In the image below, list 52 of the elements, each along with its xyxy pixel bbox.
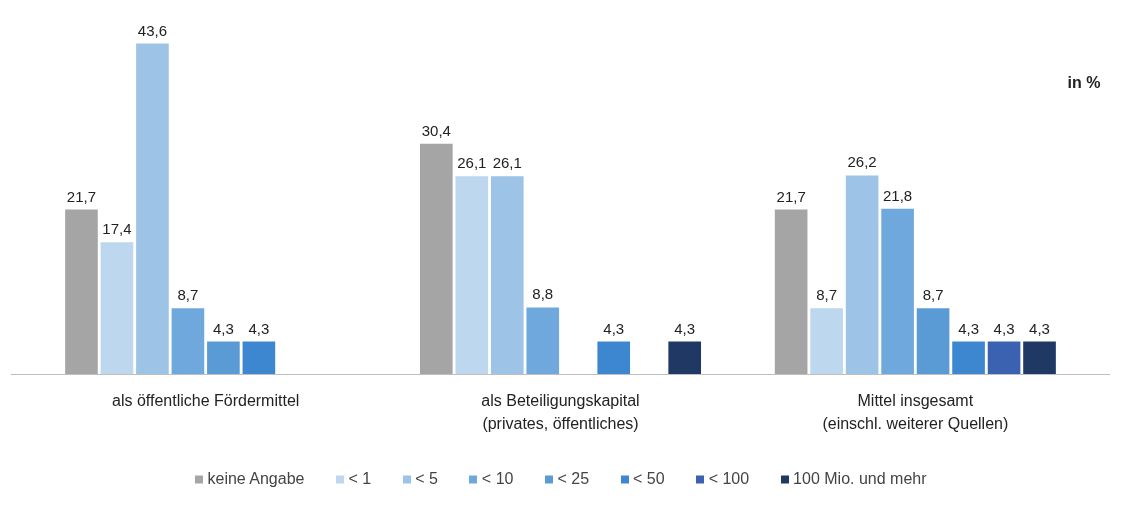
legend-label: < 100	[708, 470, 750, 488]
data-label: 43,6	[137, 21, 168, 39]
annotation: in %	[1067, 73, 1101, 91]
x-tick-label: als öffentliche Fördermittel	[111, 392, 300, 410]
bar	[490, 176, 524, 375]
data-label: 21,7	[66, 187, 97, 205]
data-label: 4,3	[993, 319, 1015, 337]
legend-label: keine Angabe	[207, 470, 305, 488]
legend-label: < 25	[557, 470, 590, 488]
data-label: 8,7	[816, 286, 838, 304]
bar	[774, 209, 808, 375]
bar	[242, 341, 276, 375]
bar	[100, 242, 134, 375]
bar	[810, 308, 843, 375]
data-label: 8,7	[922, 286, 944, 304]
data-label: 8,7	[177, 286, 199, 304]
bar	[207, 341, 240, 375]
legend-label: < 50	[633, 470, 665, 488]
data-label: 8,8	[532, 285, 554, 303]
data-label: 4,3	[958, 319, 979, 337]
data-label: 21,8	[883, 186, 913, 204]
data-label: 4,3	[674, 319, 696, 337]
legend-label: 100 Mio. und mehr	[793, 470, 927, 488]
bar	[65, 209, 98, 375]
bar	[881, 208, 914, 375]
bar	[171, 308, 205, 375]
data-label: 26,1	[492, 154, 522, 172]
data-label: 26,2	[847, 153, 877, 171]
bar	[1023, 341, 1056, 375]
data-label: 4,3	[212, 319, 234, 337]
bar	[845, 175, 879, 375]
data-label: 26,1	[457, 154, 487, 172]
legend-label: < 1	[348, 470, 372, 488]
data-label: 4,3	[248, 319, 270, 337]
x-tick-label: Mittel insgesamt (einschl. weiterer Quellen)	[822, 392, 1009, 433]
bar	[668, 341, 702, 375]
data-label: 17,4	[102, 220, 132, 238]
bar	[419, 143, 453, 375]
bar	[526, 307, 560, 375]
bar	[136, 43, 169, 375]
legend-label: < 5	[415, 470, 438, 488]
legend-label: < 10	[481, 470, 514, 488]
bar	[987, 341, 1021, 375]
data-label: 4,3	[1029, 319, 1050, 337]
data-label: 4,3	[603, 319, 625, 337]
bar	[455, 176, 489, 375]
data-label: 30,4	[421, 121, 451, 139]
bar	[916, 308, 950, 375]
x-tick-label: als Beteiligungskapital (privates, öffentliches)	[481, 392, 640, 433]
bar	[952, 341, 985, 375]
data-label: 21,7	[776, 187, 806, 205]
bar	[597, 341, 631, 375]
